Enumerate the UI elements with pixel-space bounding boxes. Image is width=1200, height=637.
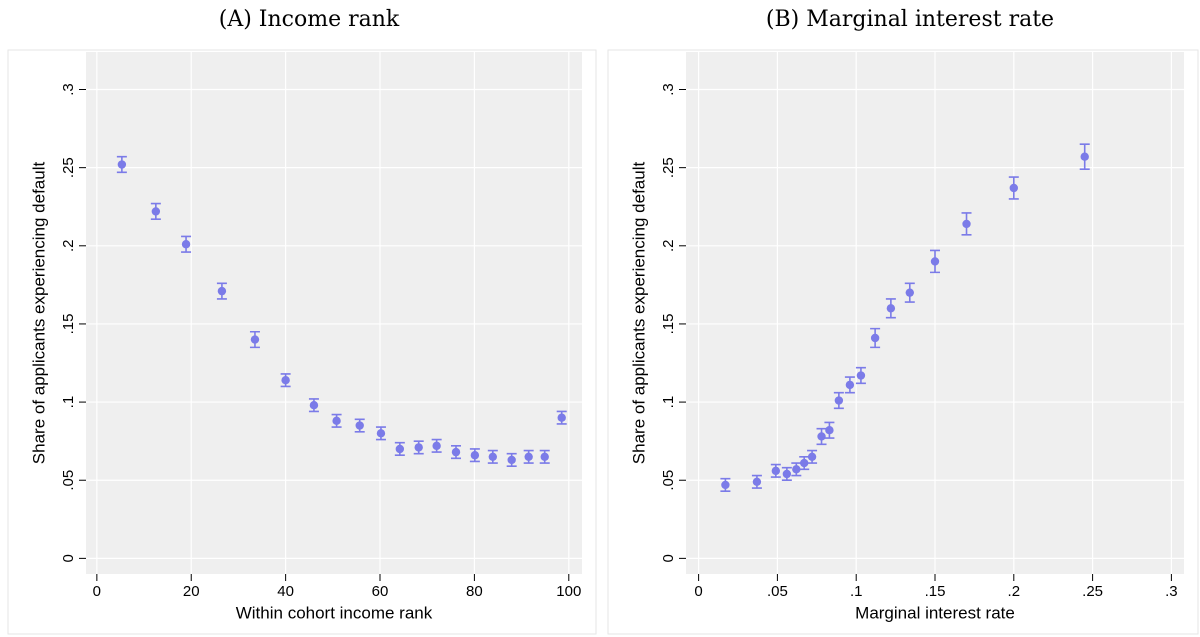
x-tick-label: .2 — [1008, 583, 1021, 600]
x-tick-label: .05 — [767, 583, 788, 600]
point — [799, 458, 809, 468]
point — [117, 160, 127, 169]
point — [1009, 183, 1018, 193]
point — [488, 452, 498, 461]
point — [856, 371, 866, 380]
chart-title: (B) Marginal interest rate — [766, 7, 1054, 32]
point — [217, 286, 227, 296]
point — [1080, 152, 1089, 161]
chart-title: (A) Income rank — [219, 7, 400, 32]
x-tick-label: .3 — [1165, 583, 1178, 600]
y-tick-label: .05 — [660, 470, 677, 491]
point — [470, 451, 480, 460]
y-axis-title: Share of applicants experiencing default — [29, 162, 48, 465]
point — [845, 380, 855, 390]
point — [792, 465, 801, 474]
plot-area — [86, 52, 582, 574]
x-tick-label: .15 — [925, 583, 946, 600]
x-tick-label: 80 — [466, 583, 483, 600]
point — [524, 452, 533, 461]
point — [250, 335, 260, 344]
point — [540, 452, 549, 461]
point — [834, 396, 844, 405]
point — [395, 444, 405, 454]
point — [771, 466, 781, 476]
y-tick-label: 0 — [660, 554, 677, 562]
point — [181, 240, 191, 249]
point — [817, 432, 826, 441]
y-tick-label: .2 — [60, 240, 77, 253]
point — [782, 469, 792, 479]
point — [507, 455, 516, 465]
x-tick-label: .1 — [850, 583, 863, 600]
x-tick-label: 100 — [556, 583, 581, 600]
x-tick-label: 40 — [277, 583, 294, 600]
point — [752, 477, 762, 486]
point — [151, 207, 161, 216]
point — [557, 413, 566, 422]
y-tick-label: .15 — [660, 314, 677, 335]
y-tick-label: .3 — [660, 83, 677, 96]
point — [721, 480, 730, 490]
y-tick-label: .25 — [60, 157, 77, 178]
point — [432, 441, 441, 451]
point — [930, 257, 940, 266]
x-tick-label: 0 — [694, 583, 702, 600]
point — [962, 219, 971, 229]
point — [451, 447, 461, 457]
point — [309, 401, 319, 410]
y-tick-label: .05 — [60, 470, 77, 491]
y-tick-label: .15 — [60, 314, 77, 335]
point — [807, 452, 817, 461]
y-tick-label: .1 — [60, 396, 77, 409]
x-axis-title: Marginal interest rate — [855, 603, 1015, 622]
y-tick-label: .2 — [660, 240, 677, 253]
x-tick-label: 0 — [93, 583, 101, 600]
y-tick-label: 0 — [60, 554, 77, 562]
y-tick-label: .1 — [660, 396, 677, 409]
y-tick-label: .25 — [660, 157, 677, 178]
point — [886, 304, 896, 313]
x-tick-label: .25 — [1082, 583, 1103, 600]
point — [281, 376, 290, 385]
y-axis-title: Share of applicants experiencing default — [629, 162, 648, 465]
point — [414, 443, 423, 452]
point — [825, 426, 834, 435]
point — [870, 333, 880, 343]
y-tick-label: .3 — [60, 83, 77, 96]
point — [332, 416, 341, 426]
point — [376, 429, 386, 438]
x-axis-title: Within cohort income rank — [236, 603, 433, 622]
point — [355, 421, 364, 430]
x-tick-label: 20 — [183, 583, 200, 600]
point — [905, 288, 914, 297]
x-tick-label: 60 — [372, 583, 389, 600]
